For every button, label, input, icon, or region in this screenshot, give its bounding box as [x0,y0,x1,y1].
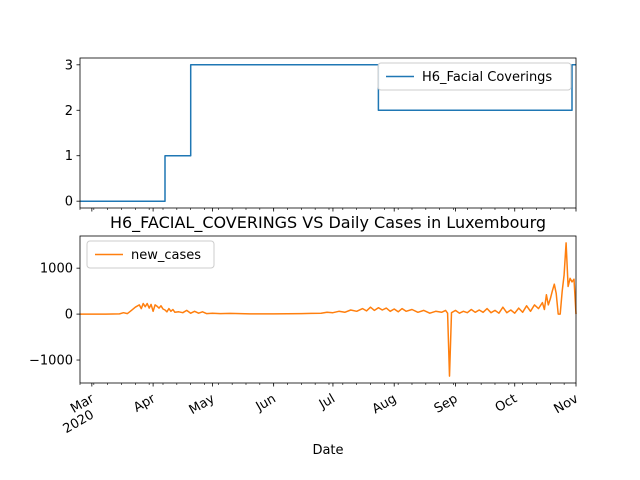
y-tick-label: 1 [65,149,73,164]
y-tick-label: 0 [65,308,73,323]
legend-box [377,62,572,91]
legend-box [86,240,215,269]
x-tick-label: Nov [552,391,582,417]
legend: H6_Facial Coverings [377,62,572,91]
y-tick-label: −1000 [29,354,73,369]
x-tick-label: May [187,391,218,418]
series-line-new-cases [80,242,577,377]
legend-label: new_cases [131,248,201,263]
y-tick-label: 1000 [40,262,73,277]
x-tick-label: Sep [432,391,461,416]
chart-title: H6_FACIAL_COVERINGS VS Daily Cases in Lu… [110,213,546,233]
series-line-h6-facial-coverings [80,64,576,202]
axes-frame [79,235,577,384]
y-tick-label: 3 [65,58,73,73]
x-tick-label: Oct [493,391,520,415]
y-tick-label: 2 [65,104,73,119]
x-tick-label: Jun [253,391,279,415]
x-tick-label: Jul [316,391,338,412]
top-subplot: 0 1 2 3 H6_Facial Coverings [65,57,577,212]
legend: new_cases [86,240,215,269]
axes-frame [79,57,577,209]
y-tick-label: 0 [65,195,73,210]
x-tick-label: Aug [370,391,399,417]
x-tick-label: Apr [131,391,159,416]
legend-label: H6_Facial Coverings [422,70,552,85]
x-axis-label: Date [312,443,343,458]
